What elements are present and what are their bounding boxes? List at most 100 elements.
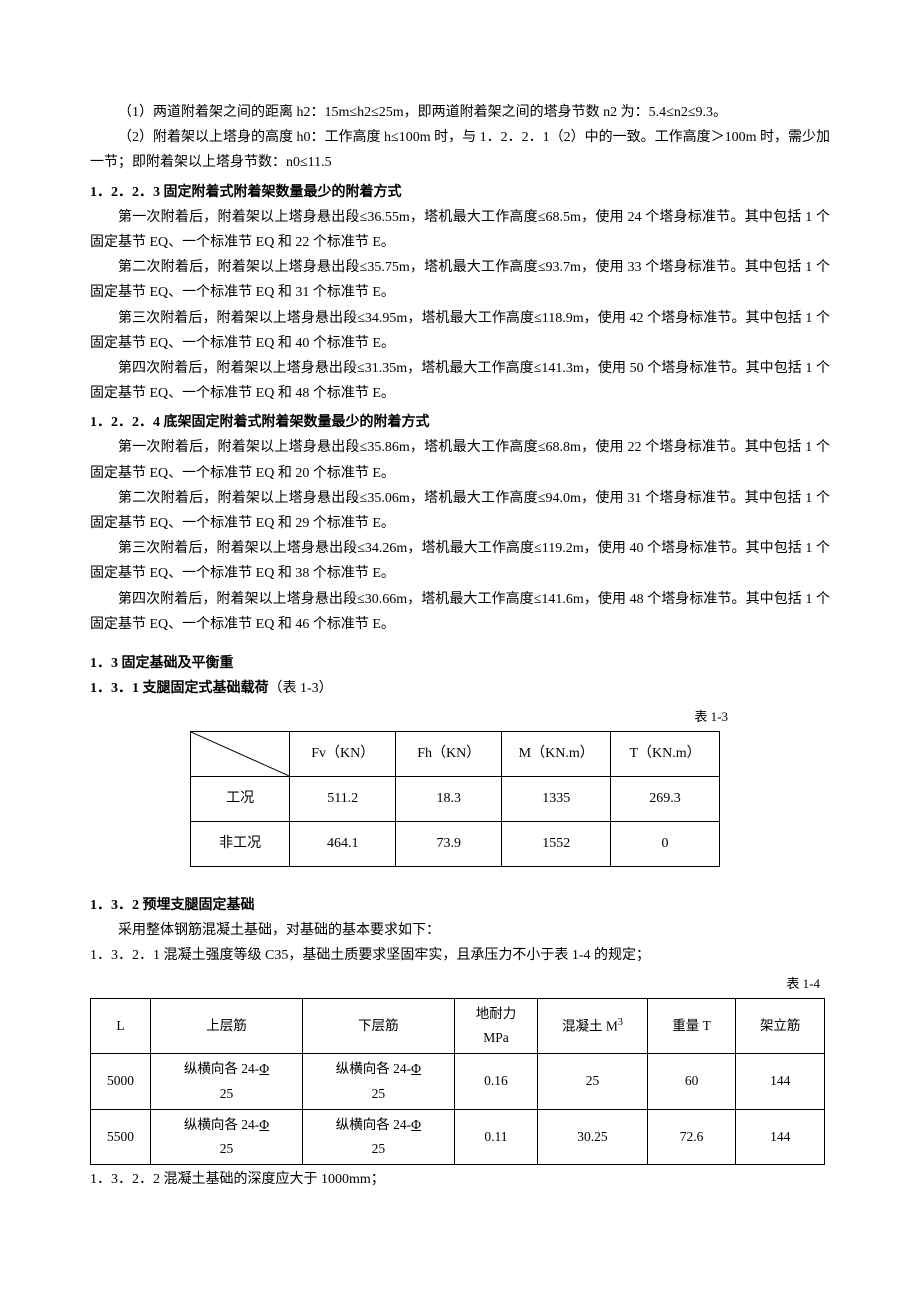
col-header: 架立筋 bbox=[736, 998, 825, 1054]
text-bold: 1．3．1 支腿固定式基础载荷 bbox=[90, 681, 269, 696]
text: 1．3．2 预埋支腿固定基础 bbox=[90, 898, 255, 913]
cell: 30.25 bbox=[538, 1109, 648, 1165]
cell: 25 bbox=[538, 1054, 648, 1110]
cell: 0.11 bbox=[454, 1109, 537, 1165]
p-1224-3: 第三次附着后，附着架以上塔身悬出段≤34.26m，塔机最大工作高度≤119.2m… bbox=[90, 536, 830, 586]
cell: 73.9 bbox=[396, 821, 502, 866]
cell: 纵横向各 24-Φ 25 bbox=[302, 1054, 454, 1110]
text: 25 bbox=[372, 1086, 386, 1101]
cell: 144 bbox=[736, 1054, 825, 1110]
text: 1．3 固定基础及平衡重 bbox=[90, 656, 234, 671]
cell: 1552 bbox=[502, 821, 611, 866]
p-1223-2: 第二次附着后，附着架以上塔身悬出段≤35.75m，塔机最大工作高度≤93.7m，… bbox=[90, 255, 830, 305]
text: 25 bbox=[220, 1141, 234, 1156]
table-1-4-caption: 表 1-4 bbox=[90, 972, 820, 995]
text: 表 1-4 bbox=[786, 976, 820, 991]
row-label: 非工况 bbox=[191, 821, 290, 866]
col-header: M（KN.m） bbox=[502, 731, 611, 776]
text: 混凝土 M bbox=[562, 1018, 618, 1033]
cell: 511.2 bbox=[290, 776, 396, 821]
p-1223-1: 第一次附着后，附着架以上塔身悬出段≤36.55m，塔机最大工作高度≤68.5m，… bbox=[90, 205, 830, 255]
text: 第四次附着后，附着架以上塔身悬出段≤31.35m，塔机最大工作高度≤141.3m… bbox=[90, 361, 830, 401]
text: 纵横向各 24- bbox=[184, 1117, 259, 1132]
col-header: 重量 T bbox=[647, 998, 736, 1054]
table-1-3: Fv（KN） Fh（KN） M（KN.m） T（KN.m） 工况 511.2 1… bbox=[190, 731, 720, 867]
text: 第三次附着后，附着架以上塔身悬出段≤34.95m，塔机最大工作高度≤118.9m… bbox=[90, 311, 830, 351]
diag-header-cell bbox=[191, 731, 290, 776]
text: 纵横向各 24- bbox=[184, 1061, 259, 1076]
p-1223-3: 第三次附着后，附着架以上塔身悬出段≤34.95m，塔机最大工作高度≤118.9m… bbox=[90, 306, 830, 356]
table-row: Fv（KN） Fh（KN） M（KN.m） T（KN.m） bbox=[191, 731, 720, 776]
phi: Φ bbox=[411, 1117, 421, 1132]
text: 第三次附着后，附着架以上塔身悬出段≤34.26m，塔机最大工作高度≤119.2m… bbox=[90, 541, 830, 581]
text: 25 bbox=[220, 1086, 234, 1101]
cell: 464.1 bbox=[290, 821, 396, 866]
col-header: Fh（KN） bbox=[396, 731, 502, 776]
heading-131: 1．3．1 支腿固定式基础载荷（表 1-3） bbox=[90, 676, 830, 701]
cell: 5500 bbox=[91, 1109, 151, 1165]
heading-132: 1．3．2 预埋支腿固定基础 bbox=[90, 893, 830, 918]
p-1224-4: 第四次附着后，附着架以上塔身悬出段≤30.66m，塔机最大工作高度≤141.6m… bbox=[90, 587, 830, 637]
col-header: L bbox=[91, 998, 151, 1054]
text: 第一次附着后，附着架以上塔身悬出段≤35.86m，塔机最大工作高度≤68.8m，… bbox=[90, 440, 830, 480]
cell: 72.6 bbox=[647, 1109, 736, 1165]
cell: 18.3 bbox=[396, 776, 502, 821]
text: 25 bbox=[372, 1141, 386, 1156]
text: （1）两道附着架之间的距离 h2：15m≤h2≤25m，即两道附着架之间的塔身节… bbox=[118, 105, 727, 120]
table-row: L 上层筋 下层筋 地耐力 MPa 混凝土 M3 重量 T 架立筋 bbox=[91, 998, 825, 1054]
text: 采用整体钢筋混凝土基础，对基础的基本要求如下： bbox=[118, 923, 440, 938]
cell: 0.16 bbox=[454, 1054, 537, 1110]
heading-13: 1．3 固定基础及平衡重 bbox=[90, 651, 830, 676]
table-1-3-caption: 表 1-3 bbox=[90, 705, 728, 728]
phi: Φ bbox=[259, 1117, 269, 1132]
p-1224-2: 第二次附着后，附着架以上塔身悬出段≤35.06m，塔机最大工作高度≤94.0m，… bbox=[90, 486, 830, 536]
p-1223-4: 第四次附着后，附着架以上塔身悬出段≤31.35m，塔机最大工作高度≤141.3m… bbox=[90, 356, 830, 406]
col-header: 上层筋 bbox=[151, 998, 303, 1054]
text: 1．3．2．2 混凝土基础的深度应大于 1000mm； bbox=[90, 1172, 385, 1187]
text: 第四次附着后，附着架以上塔身悬出段≤30.66m，塔机最大工作高度≤141.6m… bbox=[90, 592, 830, 632]
table-row: 5000 纵横向各 24-Φ25 纵横向各 24-Φ25 0.16 25 60 … bbox=[91, 1054, 825, 1110]
cell: 纵横向各 24-Φ 25 bbox=[302, 1109, 454, 1165]
cell: 0 bbox=[611, 821, 720, 866]
row-label: 工况 bbox=[191, 776, 290, 821]
table-row: 非工况 464.1 73.9 1552 0 bbox=[191, 821, 720, 866]
text: 纵横向各 24- bbox=[336, 1117, 411, 1132]
col-header: 混凝土 M3 bbox=[538, 998, 648, 1054]
cell: 纵横向各 24-Φ 25 bbox=[151, 1109, 303, 1165]
text: MPa bbox=[483, 1030, 509, 1045]
table-row: 工况 511.2 18.3 1335 269.3 bbox=[191, 776, 720, 821]
col-header: T（KN.m） bbox=[611, 731, 720, 776]
cell: 1335 bbox=[502, 776, 611, 821]
text: 表 1-3 bbox=[694, 709, 728, 724]
text-normal: （表 1-3） bbox=[269, 681, 333, 696]
cell: 144 bbox=[736, 1109, 825, 1165]
cell: 5000 bbox=[91, 1054, 151, 1110]
p-132-intro: 采用整体钢筋混凝土基础，对基础的基本要求如下： bbox=[90, 918, 830, 943]
col-header: 地耐力 MPa bbox=[454, 998, 537, 1054]
text: （2）附着架以上塔身的高度 h0：工作高度 h≤100m 时，与 1．2．2．1… bbox=[90, 130, 830, 170]
text: 1．3．2．1 混凝土强度等级 C35，基础土质要求坚固牢实，且承压力不小于表 … bbox=[90, 948, 650, 963]
cell: 纵横向各 24-Φ 25 bbox=[151, 1054, 303, 1110]
text: 第二次附着后，附着架以上塔身悬出段≤35.06m，塔机最大工作高度≤94.0m，… bbox=[90, 491, 830, 531]
phi: Φ bbox=[411, 1061, 421, 1076]
col-header: Fv（KN） bbox=[290, 731, 396, 776]
heading-1224: 1．2．2．4 底架固定附着式附着架数量最少的附着方式 bbox=[90, 410, 830, 435]
text: 第一次附着后，附着架以上塔身悬出段≤36.55m，塔机最大工作高度≤68.5m，… bbox=[90, 210, 830, 250]
text: 纵横向各 24- bbox=[336, 1061, 411, 1076]
p-1322: 1．3．2．2 混凝土基础的深度应大于 1000mm； bbox=[90, 1167, 830, 1192]
text: 1．2．2．3 固定附着式附着架数量最少的附着方式 bbox=[90, 185, 402, 200]
table-1-4: L 上层筋 下层筋 地耐力 MPa 混凝土 M3 重量 T 架立筋 5000 纵… bbox=[90, 998, 825, 1166]
p-1321: 1．3．2．1 混凝土强度等级 C35，基础土质要求坚固牢实，且承压力不小于表 … bbox=[90, 943, 830, 968]
phi: Φ bbox=[259, 1061, 269, 1076]
text: 第二次附着后，附着架以上塔身悬出段≤35.75m，塔机最大工作高度≤93.7m，… bbox=[90, 260, 830, 300]
para-h0: （2）附着架以上塔身的高度 h0：工作高度 h≤100m 时，与 1．2．2．1… bbox=[90, 125, 830, 175]
text: 地耐力 bbox=[476, 1006, 517, 1021]
cell: 269.3 bbox=[611, 776, 720, 821]
heading-1223: 1．2．2．3 固定附着式附着架数量最少的附着方式 bbox=[90, 180, 830, 205]
cell: 60 bbox=[647, 1054, 736, 1110]
para-h2: （1）两道附着架之间的距离 h2：15m≤h2≤25m，即两道附着架之间的塔身节… bbox=[90, 100, 830, 125]
text: 1．2．2．4 底架固定附着式附着架数量最少的附着方式 bbox=[90, 415, 430, 430]
col-header: 下层筋 bbox=[302, 998, 454, 1054]
table-row: 5500 纵横向各 24-Φ25 纵横向各 24-Φ25 0.11 30.25 … bbox=[91, 1109, 825, 1165]
p-1224-1: 第一次附着后，附着架以上塔身悬出段≤35.86m，塔机最大工作高度≤68.8m，… bbox=[90, 435, 830, 485]
